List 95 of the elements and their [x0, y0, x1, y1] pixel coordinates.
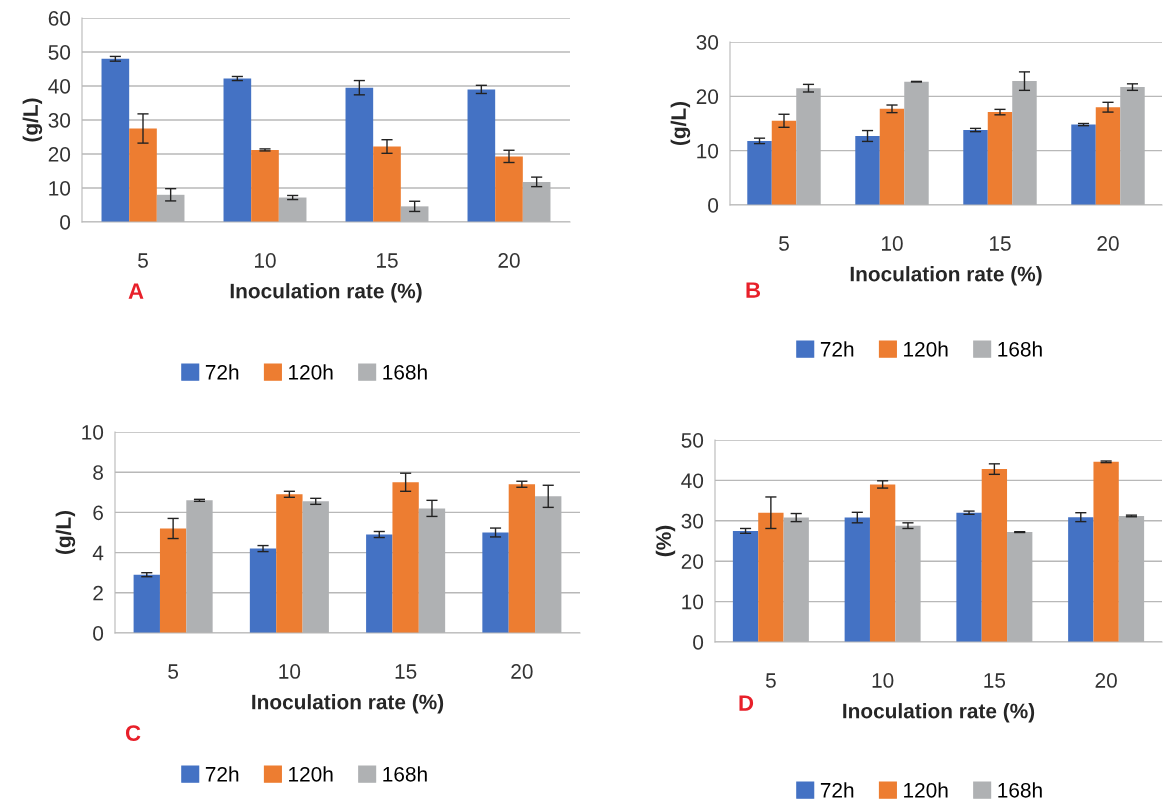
- bar: [771, 120, 797, 205]
- y-tick-label: 10: [82, 425, 104, 440]
- legend-label: 120h: [289, 364, 333, 380]
- x-tick-label: 10: [872, 673, 894, 688]
- y-tick-label: 20: [681, 554, 704, 569]
- bar: [159, 528, 187, 633]
- y-tick-label: 0: [93, 626, 104, 641]
- y-tick-label: 10: [697, 143, 719, 159]
- x-tick-label: 15: [395, 664, 417, 679]
- bar: [844, 517, 870, 642]
- x-tick-label: 5: [779, 236, 789, 251]
- bar: [508, 484, 536, 633]
- y-tick-label: 20: [48, 147, 71, 162]
- bar: [1068, 517, 1094, 642]
- x-tick-label: 20: [1097, 236, 1119, 251]
- x-axis-title: Inoculation rate (%): [850, 266, 1042, 286]
- y-axis-title: (%): [655, 525, 676, 557]
- legend-label: 72h: [205, 766, 239, 782]
- x-axis-title: Inoculation rate (%): [230, 283, 422, 303]
- legend-label: 120h: [289, 766, 333, 782]
- text: D: [739, 695, 754, 711]
- legend-label: 72h: [820, 341, 854, 357]
- bar: [133, 574, 160, 633]
- legend-label: 72h: [820, 782, 854, 798]
- bar: [223, 78, 252, 222]
- bar: [345, 87, 374, 222]
- x-tick-label: 5: [138, 253, 148, 268]
- text: A: [128, 283, 144, 299]
- legend-label: 120h: [904, 782, 948, 798]
- y-tick-label: 30: [48, 113, 71, 128]
- bar: [869, 484, 896, 642]
- x-tick-label: 15: [377, 253, 398, 268]
- y-tick-label: 0: [708, 198, 719, 213]
- x-tick-label: 20: [1095, 673, 1117, 688]
- y-tick-label: 30: [681, 513, 704, 529]
- y-axis-title: (g/L): [55, 510, 76, 555]
- x-tick-label: 5: [765, 673, 776, 688]
- y-tick-label: 60: [48, 11, 71, 26]
- bar: [392, 482, 419, 633]
- bar: [981, 469, 1008, 642]
- bar: [373, 146, 401, 222]
- bar: [495, 156, 523, 222]
- x-tick-label: 10: [882, 236, 903, 251]
- bar: [1093, 461, 1119, 642]
- y-tick-label: 4: [92, 545, 104, 561]
- y-tick-label: 10: [49, 181, 71, 196]
- legend-label: 120h: [904, 341, 948, 357]
- x-axis-title: Inoculation rate (%): [252, 694, 444, 714]
- y-tick-label: 10: [682, 594, 704, 610]
- text: C: [125, 725, 141, 741]
- y-axis-title: (g/L): [22, 98, 43, 142]
- y-tick-label: 6: [93, 505, 103, 521]
- bar: [467, 89, 496, 222]
- x-tick-label: 20: [498, 253, 520, 268]
- x-axis-title: Inoculation rate (%): [843, 703, 1035, 723]
- bar: [987, 112, 1013, 205]
- y-tick-label: 40: [681, 473, 704, 489]
- bar: [276, 494, 303, 633]
- bar: [956, 512, 982, 642]
- bar: [129, 128, 157, 222]
- y-tick-label: 30: [696, 35, 719, 50]
- y-tick-label: 40: [48, 79, 71, 94]
- x-tick-label: 20: [511, 664, 533, 679]
- bar: [1071, 124, 1096, 205]
- legend-label: 168h: [383, 364, 427, 380]
- bar: [1095, 107, 1121, 205]
- bar: [732, 530, 759, 642]
- legend-label: 168h: [998, 341, 1042, 357]
- x-tick-label: 5: [168, 664, 179, 679]
- bar: [879, 108, 905, 205]
- bar: [747, 140, 772, 205]
- legend-label: 168h: [383, 766, 427, 782]
- bar: [366, 534, 393, 633]
- legend-label: 72h: [205, 364, 239, 380]
- y-axis-title: (g/L): [670, 101, 691, 146]
- x-tick-label: 15: [990, 236, 1011, 251]
- y-tick-label: 2: [93, 585, 103, 601]
- y-tick-label: 50: [681, 433, 704, 448]
- bar: [963, 130, 988, 205]
- y-tick-label: 8: [93, 465, 103, 480]
- bar: [249, 548, 277, 633]
- bar: [101, 58, 130, 222]
- x-tick-label: 15: [984, 673, 1006, 688]
- bar: [855, 136, 880, 205]
- y-tick-label: 20: [696, 89, 719, 105]
- bar: [758, 512, 784, 642]
- y-tick-label: 50: [48, 45, 71, 60]
- y-tick-label: 0: [60, 215, 71, 230]
- bar: [251, 149, 279, 222]
- legend-label: 168h: [998, 782, 1042, 798]
- text: B: [746, 282, 761, 298]
- x-tick-label: 10: [255, 253, 276, 268]
- y-tick-label: 0: [693, 635, 704, 650]
- x-tick-label: 10: [279, 664, 301, 679]
- bar: [482, 532, 509, 633]
